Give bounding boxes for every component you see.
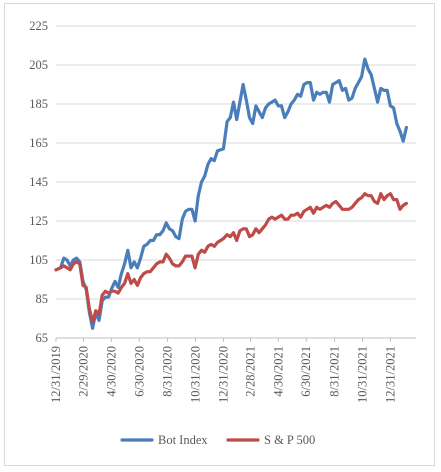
x-tick-label-7: 2/28/2021 [243,346,257,397]
y-tick-label-2: 105 [29,253,48,267]
x-tick-label-1: 2/29/2020 [76,346,90,397]
y-tick-label-8: 225 [29,19,48,33]
series-line-1 [54,192,408,324]
y-tick-label-4: 145 [29,175,48,189]
x-tick-label-8: 4/30/2021 [271,346,285,397]
x-tick-label-3: 6/30/2020 [132,346,146,397]
x-tick-label-2: 4/30/2020 [104,346,118,397]
legend-label-1: S & P 500 [264,433,315,447]
x-tick-label-4: 8/31/2020 [161,346,175,397]
x-tick-label-0: 12/31/2019 [49,346,63,403]
y-tick-label-3: 125 [29,214,48,228]
x-tick-label-9: 6/30/2021 [299,346,313,397]
y-tick-label-7: 205 [29,58,48,72]
y-tick-label-5: 165 [29,136,48,150]
legend-label-0: Bot Index [158,433,208,447]
x-tick-label-5: 10/31/2020 [189,346,203,403]
x-tick-label-11: 10/31/2021 [355,346,369,403]
y-tick-label-0: 65 [36,331,49,345]
series-line-0 [54,57,408,330]
x-tick-label-12: 12/31/2021 [383,346,397,403]
chart-frame [4,3,435,466]
x-tick-label-10: 8/31/2021 [328,346,342,397]
y-tick-label-6: 185 [29,97,48,111]
y-tick-label-1: 85 [36,292,49,306]
x-tick-label-6: 12/31/2020 [216,346,230,403]
